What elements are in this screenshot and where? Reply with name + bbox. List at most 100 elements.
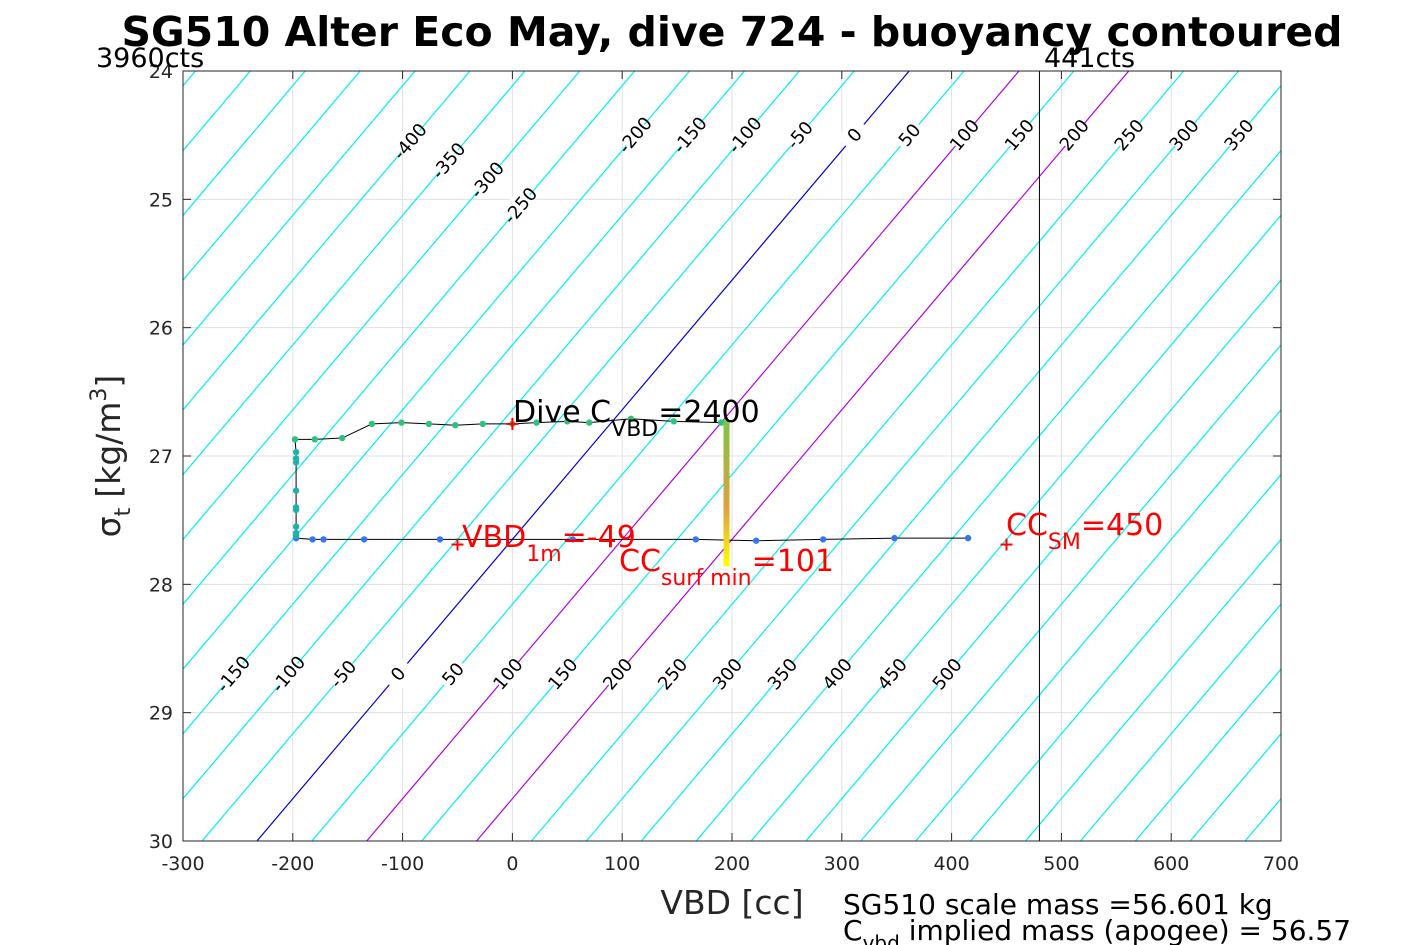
contour-line [640, 84, 1281, 841]
climb-point [569, 536, 576, 543]
implied-mass-main: C [843, 914, 863, 945]
contour-label-backdrop [1166, 116, 1203, 154]
contour-line [695, 149, 1281, 841]
cc-surf-min-main: CC [619, 544, 661, 579]
contour-label-backdrop [654, 655, 691, 693]
dive-c-vbd-sub: VBD [611, 417, 658, 442]
contour-label-backdrop [502, 187, 539, 225]
contour-line [183, 71, 361, 282]
contour-label-backdrop [599, 655, 637, 693]
dive-point [452, 422, 459, 429]
climb-point [964, 534, 972, 542]
x-tick-label: 100 [604, 853, 640, 875]
vbd-1m-sub: 1m [526, 542, 561, 567]
climb-point [692, 536, 699, 543]
cc-surf-min-annotation: CCsurf min=101 [619, 544, 834, 591]
x-tick-label: -300 [161, 853, 204, 875]
contour-label-backdrop [874, 655, 911, 693]
contour-label-backdrop [764, 655, 801, 693]
contour-label-backdrop [709, 655, 746, 693]
y-tick-label: 24 [149, 61, 173, 83]
dive-point [368, 420, 376, 428]
cc-sm-main: CC [1006, 508, 1048, 543]
contour-label-backdrop [270, 655, 307, 693]
contour-line [970, 473, 1281, 841]
dive-trace [291, 415, 972, 544]
contour-line [805, 279, 1281, 841]
contour-line [476, 71, 1130, 841]
vbd-1m-annotation: VBD1m=-49 [462, 520, 636, 567]
climb-point [320, 536, 327, 543]
svg-text:σt[kg/m3]: σt [kg/m3] [87, 375, 136, 538]
contour-line [311, 71, 965, 841]
dive-point [398, 419, 405, 426]
vertical-point [292, 506, 300, 514]
dive-c-vbd-main: Dive C [513, 395, 611, 430]
y-tick-label: 29 [149, 703, 173, 725]
contour-line [1300, 71, 1417, 841]
contour-line [183, 71, 471, 411]
vertical-point [292, 487, 300, 494]
x-tick-label: -200 [271, 853, 314, 875]
climb-point [309, 536, 316, 543]
y-tick-label: 28 [149, 574, 173, 596]
contour-label-backdrop [726, 116, 764, 154]
contour-label-backdrop [434, 655, 472, 693]
vertical-point [292, 448, 300, 456]
surface-bar [723, 420, 730, 567]
climb-point [360, 536, 368, 543]
contour-line [915, 408, 1281, 841]
cc-surf-min-value: =101 [752, 544, 834, 579]
contour-line [183, 71, 800, 800]
contour-line [0, 71, 86, 841]
contour-label-backdrop [1056, 116, 1093, 154]
contour-label-backdrop [1220, 116, 1258, 154]
x-tick-label: 0 [506, 853, 518, 875]
contour-label-backdrop [430, 142, 467, 180]
climb-point [891, 534, 898, 542]
contour-label-backdrop [1001, 116, 1038, 154]
dive-point [586, 419, 593, 426]
contour-line [585, 71, 1240, 841]
y-axis-label-close: ] [89, 375, 128, 388]
contour-label-backdrop [325, 655, 362, 693]
contour-line [1025, 538, 1281, 841]
contour-line [421, 71, 1075, 841]
contour-label-backdrop [544, 655, 582, 693]
climb-point [436, 536, 444, 543]
contour-line [183, 71, 306, 217]
contour-label-backdrop [617, 116, 654, 154]
contour-line [1410, 71, 1417, 841]
contour-line [183, 71, 691, 670]
x-tick-label: 700 [1263, 853, 1299, 875]
y-axis-label: σt [kg/m3] [87, 375, 136, 538]
contour-line [1355, 71, 1417, 841]
contour-line [183, 71, 526, 476]
contour-line [750, 214, 1281, 841]
contour-label-backdrop [489, 655, 527, 693]
x-tick-label: 300 [824, 853, 860, 875]
contour-label-backdrop [891, 116, 928, 154]
vertical-point [292, 459, 300, 466]
contour-label-backdrop [671, 116, 709, 154]
contour-line [201, 71, 855, 841]
contour-line [1134, 668, 1281, 841]
dive-point [564, 418, 571, 425]
contour-line [366, 71, 1020, 841]
cc-sm-annotation: CCSM=450 [1006, 508, 1163, 555]
contour-label-backdrop [819, 655, 856, 693]
vertical-point [292, 523, 300, 530]
x-tick-label: 200 [714, 853, 750, 875]
contour-line [183, 71, 745, 735]
dive-c-vbd-annotation: Dive CVBD=2400 [513, 395, 760, 442]
axis-ticks: -300 -200 -100 0 100 200 300 400 500 600 700 24 25 26… [149, 61, 1299, 875]
dive-point [291, 436, 299, 443]
contour-line [1079, 603, 1281, 841]
y-tick-label: 25 [149, 189, 173, 211]
contour-label-backdrop [836, 116, 874, 154]
buoyancy-contours [0, 71, 1417, 841]
y-axis-label-sub: t [111, 507, 136, 516]
x-tick-label: -100 [381, 853, 424, 875]
implied-mass-note: Cvbd implied mass (apogee) = 56.57 [843, 914, 1351, 945]
dive-point [479, 420, 486, 428]
